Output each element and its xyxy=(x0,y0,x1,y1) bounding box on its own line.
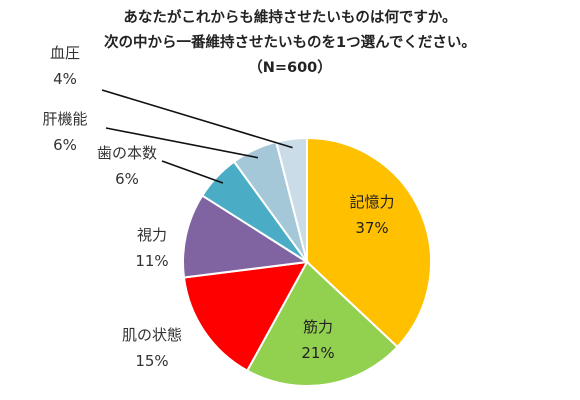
slice-label-5: 歯の本数 xyxy=(97,144,157,162)
slice-value-4: 11% xyxy=(135,252,168,270)
leader-line-5 xyxy=(161,160,224,184)
slice-value-6: 6% xyxy=(53,136,77,154)
slice-value-5: 6% xyxy=(115,170,139,188)
slice-value-1: 37% xyxy=(355,219,388,237)
slice-label-2: 筋力 xyxy=(303,318,333,336)
pie-slice-4 xyxy=(182,194,310,279)
chart-title: あなたがこれからも維持させたいものは何ですか。 次の中から一番維持させたいものを… xyxy=(0,6,580,81)
slice-label-3: 肌の状態 xyxy=(122,326,182,344)
title-line-1: あなたがこれからも維持させたいものは何ですか。 xyxy=(123,10,457,26)
slice-label-7: 血圧 xyxy=(50,44,80,62)
pie-slice-2 xyxy=(245,260,399,387)
slice-label-1: 記憶力 xyxy=(349,193,394,211)
pie-slice-1 xyxy=(306,136,432,349)
pie-slice-3 xyxy=(182,260,309,373)
title-line-3: （N=600） xyxy=(248,60,332,76)
slice-label-4: 視力 xyxy=(137,226,167,244)
title-line-2: 次の中から一番維持させたいものを1つ選んでください。 xyxy=(104,35,476,51)
leader-line-7 xyxy=(101,89,293,149)
slice-value-3: 15% xyxy=(135,352,168,370)
slice-value-2: 21% xyxy=(301,344,334,362)
leader-line-6 xyxy=(105,127,259,159)
slice-label-6: 肝機能 xyxy=(42,110,87,128)
slice-value-7: 4% xyxy=(53,70,77,88)
